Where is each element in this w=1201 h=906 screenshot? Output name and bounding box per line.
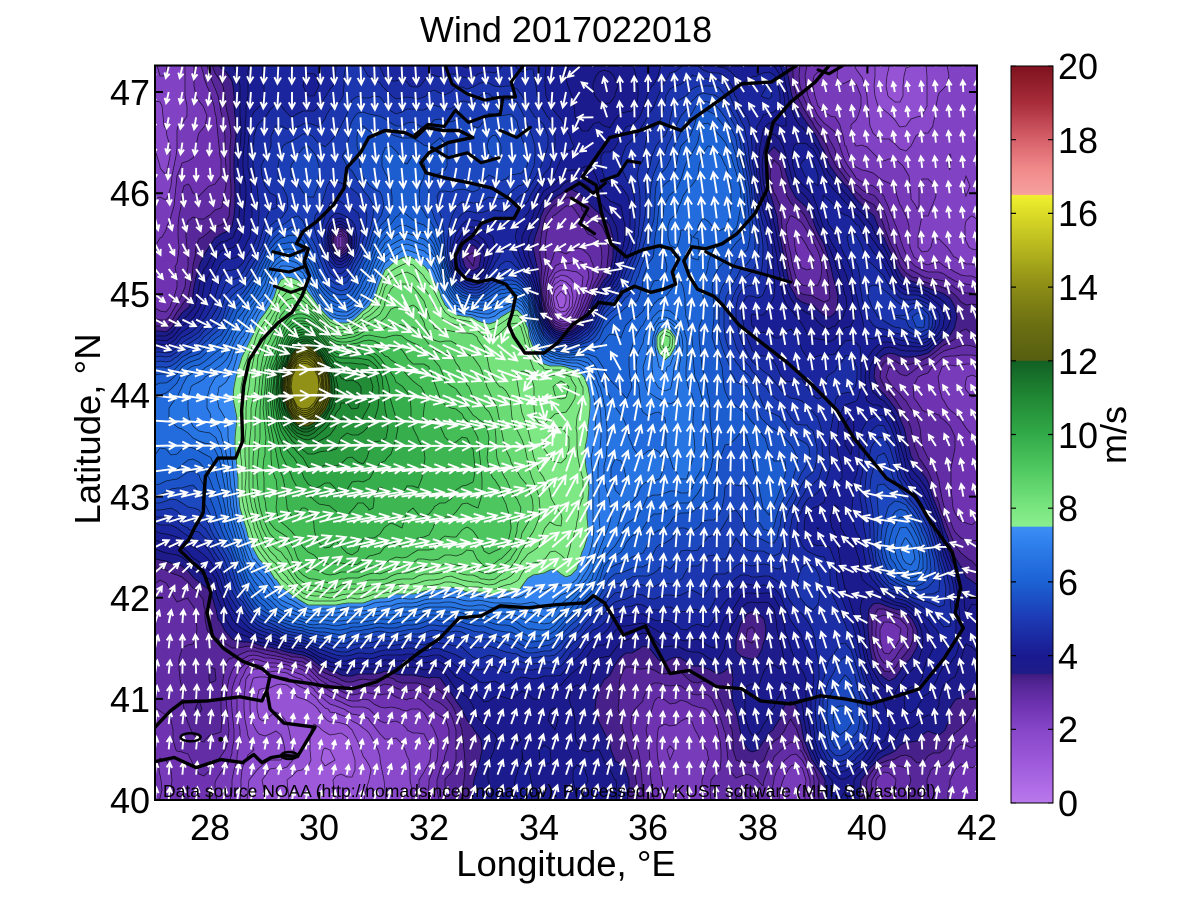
svg-text:18: 18 bbox=[1058, 120, 1098, 161]
svg-text:36: 36 bbox=[628, 807, 668, 848]
svg-text:44: 44 bbox=[110, 375, 150, 416]
svg-text:42: 42 bbox=[110, 578, 150, 619]
svg-text:42: 42 bbox=[957, 807, 997, 848]
svg-text:45: 45 bbox=[110, 274, 150, 315]
svg-text:40: 40 bbox=[847, 807, 887, 848]
svg-text:38: 38 bbox=[738, 807, 778, 848]
svg-text:16: 16 bbox=[1058, 193, 1098, 234]
svg-text:46: 46 bbox=[110, 173, 150, 214]
svg-text:10: 10 bbox=[1058, 415, 1098, 456]
svg-text:47: 47 bbox=[110, 72, 150, 113]
svg-text:Wind 2017022018: Wind 2017022018 bbox=[420, 9, 712, 50]
svg-text:40: 40 bbox=[110, 780, 150, 821]
svg-text:2: 2 bbox=[1058, 709, 1078, 750]
svg-text:Longitude, °E: Longitude, °E bbox=[456, 843, 676, 884]
svg-text:m/s: m/s bbox=[1093, 406, 1134, 464]
svg-text:43: 43 bbox=[110, 477, 150, 518]
svg-text:Latitude, °N: Latitude, °N bbox=[67, 333, 108, 524]
svg-text:4: 4 bbox=[1058, 636, 1078, 677]
svg-text:20: 20 bbox=[1058, 46, 1098, 87]
svg-text:32: 32 bbox=[409, 807, 449, 848]
svg-text:0: 0 bbox=[1058, 783, 1078, 824]
svg-text:14: 14 bbox=[1058, 267, 1098, 308]
svg-text:41: 41 bbox=[110, 679, 150, 720]
svg-text:30: 30 bbox=[299, 807, 339, 848]
svg-text:8: 8 bbox=[1058, 488, 1078, 529]
svg-text:34: 34 bbox=[519, 807, 559, 848]
svg-text:6: 6 bbox=[1058, 562, 1078, 603]
svg-text:28: 28 bbox=[190, 807, 230, 848]
svg-text:12: 12 bbox=[1058, 341, 1098, 382]
svg-text:Data source NOAA (http://nomad: Data source NOAA (http://nomads.ncep.noa… bbox=[163, 781, 936, 801]
